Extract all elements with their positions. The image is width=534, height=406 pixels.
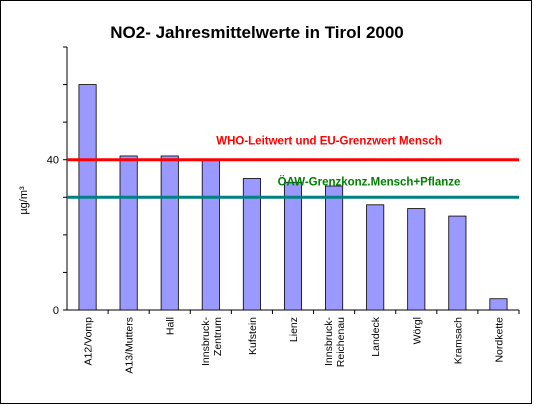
bar bbox=[325, 185, 344, 311]
bar bbox=[366, 204, 385, 311]
bar bbox=[201, 159, 220, 311]
reference-line-label: ÖAW-Grenzkonz.Mensch+Pflanze bbox=[278, 175, 461, 188]
bar bbox=[489, 298, 508, 311]
bar bbox=[448, 215, 467, 311]
y-axis-label: µg/m³ bbox=[18, 186, 30, 215]
plot-area: 0 40 µg/m³ A12/Vomp A13/Mutters Hall Innsbruck… bbox=[18, 46, 520, 374]
y-tick-label: 40 bbox=[47, 155, 59, 167]
bar bbox=[283, 181, 303, 311]
reference-line-label: WHO-Leitwert und EU-Grenzwert Mensch bbox=[216, 136, 442, 148]
bar bbox=[119, 155, 138, 311]
x-category-label: Wörgl bbox=[411, 317, 423, 344]
x-category-label: A13/Mutters bbox=[124, 317, 136, 374]
x-category-label: Kufstein bbox=[247, 317, 259, 355]
y-tick-label: 0 bbox=[53, 305, 59, 317]
x-category-label: Innsbruck-Reichenau bbox=[323, 317, 347, 368]
x-category-label: Nordkette bbox=[493, 317, 505, 363]
x-category-label: Lienz bbox=[288, 317, 300, 342]
x-category-label: A12/Vomp bbox=[83, 317, 95, 366]
x-category-label: Landeck bbox=[370, 316, 382, 356]
bar bbox=[407, 208, 426, 311]
bar bbox=[160, 155, 179, 311]
x-category-label: Hall bbox=[165, 317, 177, 335]
x-category-label: Innsbruck-Zentrum bbox=[200, 317, 224, 367]
bar bbox=[242, 178, 261, 311]
x-category-label: Kramsach bbox=[452, 317, 464, 364]
chart-title: NO2- Jahresmittelwerte in Tirol 2000 bbox=[110, 23, 404, 42]
